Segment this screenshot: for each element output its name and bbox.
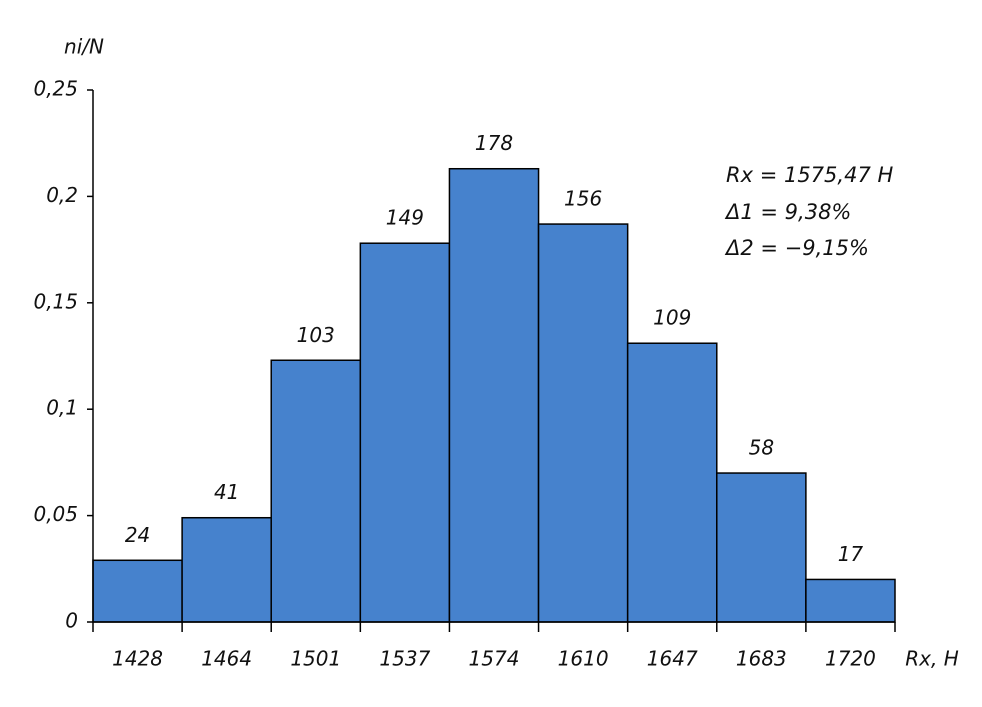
x-tick-label: 1574: [469, 647, 520, 671]
bar: [448, 167, 540, 623]
y-tick-label: 0: [65, 609, 78, 633]
bar: [716, 472, 807, 623]
bar: [181, 516, 272, 623]
annotation: Δ2 = −9,15%: [724, 236, 869, 260]
bar: [537, 223, 629, 623]
data-label: 109: [653, 306, 691, 330]
annotation: Rx = 1575,47 H: [726, 163, 893, 187]
bar: [92, 559, 183, 623]
y-tick-label: 0,05: [33, 502, 78, 526]
y-tick-label: 0,2: [46, 183, 78, 207]
x-axis-label: Rx, H: [905, 647, 959, 671]
data-label: 149: [386, 206, 424, 230]
annotation: Δ1 = 9,38%: [724, 200, 851, 224]
x-tick-label: 1720: [825, 647, 876, 671]
y-tick-label: 0,25: [33, 77, 78, 101]
x-tick-label: 1610: [558, 647, 609, 671]
x-tick-label: 1501: [290, 647, 341, 671]
data-label: 178: [475, 131, 513, 155]
y-tick-label: 0,15: [33, 289, 78, 313]
x-tick-label: 1464: [201, 647, 252, 671]
x-tick-label: 1683: [736, 647, 787, 671]
x-tick-label: 1428: [112, 647, 163, 671]
bar: [270, 359, 362, 623]
data-label: 41: [214, 480, 239, 504]
x-tick-label: 1537: [379, 647, 430, 671]
data-label: 156: [564, 187, 602, 211]
x-tick-label: 1647: [647, 647, 698, 671]
data-label: 58: [749, 436, 774, 460]
y-axis-label: ni/N: [64, 35, 104, 59]
data-label: 17: [838, 542, 864, 566]
bar: [359, 242, 451, 623]
data-label: 103: [297, 323, 335, 347]
data-label: 24: [125, 523, 150, 547]
bar: [805, 578, 896, 623]
y-tick-label: 0,1: [46, 396, 78, 420]
bar: [626, 342, 718, 623]
